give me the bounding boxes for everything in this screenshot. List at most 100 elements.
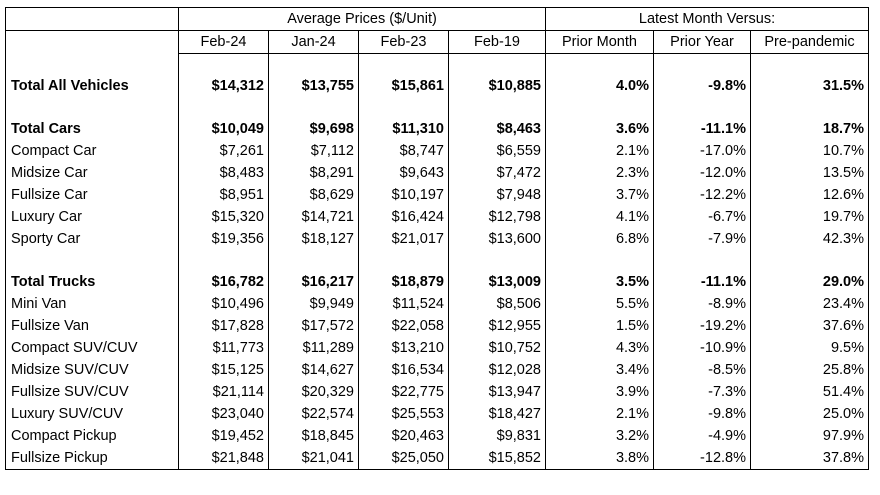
cell-feb-24: $15,125 xyxy=(178,359,269,381)
cell-feb-23: $25,050 xyxy=(358,447,449,470)
cell-feb-19: $8,463 xyxy=(448,118,546,140)
spacer-cell xyxy=(268,97,359,118)
cell-feb-23: $21,017 xyxy=(358,228,449,250)
cell-jan-24: $18,845 xyxy=(268,425,359,447)
cell-feb-23: $20,463 xyxy=(358,425,449,447)
cell-prior-month: 2.1% xyxy=(545,140,654,162)
cell-prior-year: -11.1% xyxy=(653,271,751,293)
table-row: Fullsize Pickup $21,848 $21,041 $25,050 $15,… xyxy=(5,447,869,470)
cell-feb-19: $13,009 xyxy=(448,271,546,293)
spacer-cell xyxy=(358,53,449,75)
cell-pre-pandemic: 18.7% xyxy=(750,118,869,140)
table-row: Compact Pickup $19,452 $18,845 $20,463 $9,83… xyxy=(5,425,869,447)
table-row: Fullsize SUV/CUV $21,114 $20,329 $22,775 $13… xyxy=(5,381,869,403)
cell-jan-24: $9,949 xyxy=(268,293,359,315)
cell-feb-24: $19,452 xyxy=(178,425,269,447)
table-row: Fullsize Car $8,951 $8,629 $10,197 $7,948 3.7… xyxy=(5,184,869,206)
cell-pre-pandemic: 25.8% xyxy=(750,359,869,381)
cell-prior-month: 3.2% xyxy=(545,425,654,447)
cell-prior-year: -10.9% xyxy=(653,337,751,359)
cell-feb-23: $15,861 xyxy=(358,75,449,97)
spacer-row xyxy=(5,53,869,75)
row-label: Fullsize Van xyxy=(5,315,179,337)
cell-feb-19: $13,947 xyxy=(448,381,546,403)
cell-prior-year: -12.8% xyxy=(653,447,751,470)
cell-feb-23: $9,643 xyxy=(358,162,449,184)
column-header-feb-23: Feb-23 xyxy=(358,30,449,54)
cell-pre-pandemic: 9.5% xyxy=(750,337,869,359)
cell-feb-19: $13,600 xyxy=(448,228,546,250)
cell-pre-pandemic: 37.8% xyxy=(750,447,869,470)
cell-feb-23: $13,210 xyxy=(358,337,449,359)
header-blank-cell xyxy=(5,30,179,54)
cell-feb-24: $11,773 xyxy=(178,337,269,359)
cell-prior-month: 1.5% xyxy=(545,315,654,337)
spacer-row xyxy=(5,97,869,118)
cell-feb-23: $16,424 xyxy=(358,206,449,228)
cell-feb-24: $7,261 xyxy=(178,140,269,162)
row-label: Midsize SUV/CUV xyxy=(5,359,179,381)
row-label: Compact Car xyxy=(5,140,179,162)
cell-prior-month: 3.7% xyxy=(545,184,654,206)
spacer-cell xyxy=(545,97,654,118)
cell-prior-month: 3.8% xyxy=(545,447,654,470)
cell-feb-24: $10,496 xyxy=(178,293,269,315)
header-blank-cell xyxy=(5,7,179,31)
cell-jan-24: $18,127 xyxy=(268,228,359,250)
row-label: Fullsize Car xyxy=(5,184,179,206)
cell-feb-24: $14,312 xyxy=(178,75,269,97)
table-row: Fullsize Van $17,828 $17,572 $22,058 $12,955… xyxy=(5,315,869,337)
cell-pre-pandemic: 31.5% xyxy=(750,75,869,97)
cell-pre-pandemic: 12.6% xyxy=(750,184,869,206)
cell-jan-24: $8,291 xyxy=(268,162,359,184)
cell-feb-19: $8,506 xyxy=(448,293,546,315)
cell-feb-19: $18,427 xyxy=(448,403,546,425)
cell-feb-24: $8,951 xyxy=(178,184,269,206)
total-row: Total All Vehicles $14,312 $13,755 $15,861 $… xyxy=(5,75,869,97)
cell-prior-year: -11.1% xyxy=(653,118,751,140)
cell-jan-24: $9,698 xyxy=(268,118,359,140)
cell-prior-month: 3.4% xyxy=(545,359,654,381)
row-label: Luxury Car xyxy=(5,206,179,228)
row-label: Midsize Car xyxy=(5,162,179,184)
cell-prior-year: -4.9% xyxy=(653,425,751,447)
cell-feb-23: $11,310 xyxy=(358,118,449,140)
column-header-feb-24: Feb-24 xyxy=(178,30,269,54)
cell-pre-pandemic: 10.7% xyxy=(750,140,869,162)
column-header-row: Feb-24 Jan-24 Feb-23 Feb-19 Prior Month … xyxy=(5,30,869,54)
spacer-cell xyxy=(5,97,179,118)
spacer-cell xyxy=(178,97,269,118)
cell-feb-19: $9,831 xyxy=(448,425,546,447)
cell-feb-24: $15,320 xyxy=(178,206,269,228)
table-body: Average Prices ($/Unit) Latest Month Ver… xyxy=(5,7,869,470)
cell-feb-19: $10,885 xyxy=(448,75,546,97)
spacer-cell xyxy=(268,53,359,75)
cell-feb-23: $22,775 xyxy=(358,381,449,403)
cell-prior-year: -7.9% xyxy=(653,228,751,250)
table-row: Compact SUV/CUV $11,773 $11,289 $13,210 $10,… xyxy=(5,337,869,359)
cell-feb-24: $10,049 xyxy=(178,118,269,140)
row-label: Compact Pickup xyxy=(5,425,179,447)
row-label: Total Trucks xyxy=(5,271,179,293)
cell-jan-24: $14,627 xyxy=(268,359,359,381)
spacer-cell xyxy=(653,250,751,271)
spacer-cell xyxy=(358,250,449,271)
row-label: Sporty Car xyxy=(5,228,179,250)
cell-prior-year: -19.2% xyxy=(653,315,751,337)
cell-prior-year: -8.9% xyxy=(653,293,751,315)
cell-prior-month: 2.3% xyxy=(545,162,654,184)
cell-feb-19: $12,798 xyxy=(448,206,546,228)
row-label: Luxury SUV/CUV xyxy=(5,403,179,425)
table-row: Compact Car $7,261 $7,112 $8,747 $6,559 2.1% -… xyxy=(5,140,869,162)
total-row: Total Trucks $16,782 $16,217 $18,879 $13,009… xyxy=(5,271,869,293)
spacer-cell xyxy=(653,53,751,75)
cell-prior-month: 6.8% xyxy=(545,228,654,250)
average-prices-header: Average Prices ($/Unit) xyxy=(178,7,546,31)
spacer-cell xyxy=(750,53,869,75)
cell-pre-pandemic: 25.0% xyxy=(750,403,869,425)
cell-prior-month: 3.6% xyxy=(545,118,654,140)
cell-prior-year: -7.3% xyxy=(653,381,751,403)
cell-feb-23: $22,058 xyxy=(358,315,449,337)
column-header-jan-24: Jan-24 xyxy=(268,30,359,54)
row-label: Compact SUV/CUV xyxy=(5,337,179,359)
